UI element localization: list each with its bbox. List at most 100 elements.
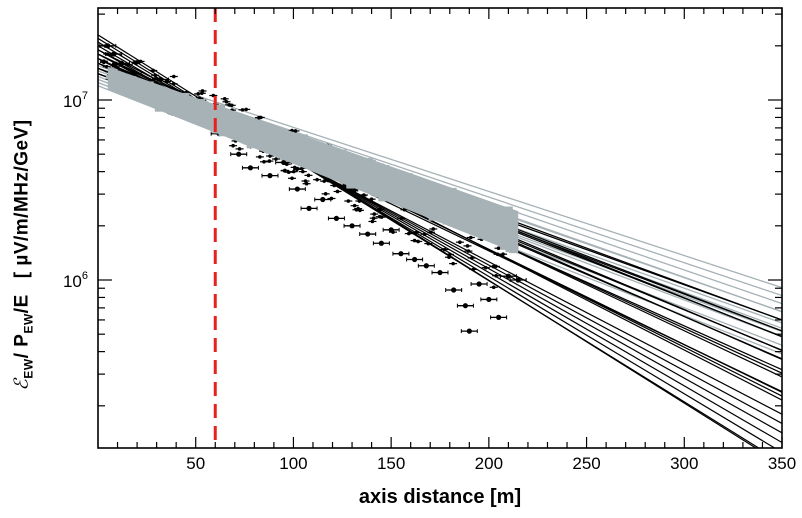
- grey-data-point: [401, 180, 410, 185]
- grey-data-point: [144, 84, 153, 89]
- grey-data-point: [475, 207, 484, 212]
- data-point: [469, 235, 473, 240]
- data-point: [237, 147, 242, 151]
- grey-data-point: [387, 196, 396, 201]
- grey-data-point: [297, 147, 306, 152]
- grey-data-point: [448, 213, 457, 218]
- grey-data-point: [152, 99, 161, 104]
- grey-data-point: [299, 139, 308, 144]
- grey-data-point: [363, 186, 372, 191]
- grey-data-point: [249, 126, 258, 131]
- grey-data-point: [339, 156, 348, 161]
- grey-data-point: [246, 144, 255, 149]
- data-point: [283, 168, 287, 173]
- grey-data-point: [504, 206, 513, 211]
- grey-data-point: [382, 172, 391, 177]
- grey-data-point: [184, 110, 193, 115]
- x-tick-label: 100: [279, 454, 307, 473]
- grey-data-point: [465, 207, 474, 212]
- grey-data-point: [373, 164, 382, 169]
- data-point: [236, 151, 242, 157]
- data-point: [378, 207, 383, 211]
- x-tick-label: 150: [377, 454, 405, 473]
- y-label-sub2: EW: [21, 313, 36, 334]
- grey-data-point: [396, 172, 405, 177]
- grey-data-point: [267, 144, 276, 149]
- data-point: [466, 328, 472, 334]
- data-point: [357, 199, 362, 203]
- data-point: [171, 81, 176, 86]
- grey-data-point: [431, 202, 440, 207]
- data-point: [102, 60, 106, 65]
- x-tick-label: 200: [475, 454, 503, 473]
- grey-data-point: [434, 190, 443, 195]
- grey-data-point: [260, 126, 269, 131]
- data-point: [451, 261, 455, 266]
- grey-data-point: [392, 183, 401, 188]
- data-point: [290, 176, 294, 181]
- y-tick-exponent: 7: [82, 90, 88, 102]
- grey-data-point: [452, 191, 461, 196]
- data-point: [332, 183, 337, 188]
- grey-data-point: [223, 131, 232, 136]
- data-point: [196, 92, 200, 96]
- data-point: [402, 207, 407, 212]
- grey-data-point: [258, 145, 267, 150]
- data-point: [320, 196, 326, 203]
- grey-data-point: [280, 156, 289, 161]
- grey-data-point: [327, 160, 336, 165]
- data-point: [422, 232, 427, 237]
- grey-data-point: [385, 178, 394, 183]
- data-point: [476, 281, 482, 287]
- data-point: [157, 76, 164, 83]
- data-point: [399, 216, 404, 221]
- data-point: [369, 197, 374, 201]
- data-point: [486, 296, 492, 303]
- data-point: [171, 74, 176, 79]
- data-point: [371, 216, 376, 220]
- plot-frame: [97, 7, 783, 449]
- data-point: [165, 79, 169, 84]
- data-point: [466, 249, 471, 253]
- grey-data-point: [269, 138, 278, 143]
- grey-data-point: [455, 208, 464, 213]
- data-point: [372, 212, 377, 216]
- data-point: [323, 192, 328, 196]
- data-point: [354, 207, 359, 212]
- grey-data-point: [243, 140, 252, 145]
- data-point: [118, 60, 125, 66]
- data-point: [293, 129, 298, 133]
- data-point: [465, 244, 470, 248]
- data-point: [416, 239, 420, 244]
- data-point: [411, 256, 418, 263]
- data-point: [458, 240, 462, 244]
- grey-data-point: [154, 107, 163, 112]
- data-point: [370, 219, 375, 224]
- y-label-symbol: ℰ: [10, 378, 33, 391]
- grey-data-point: [359, 180, 368, 185]
- grey-data-point: [198, 111, 207, 116]
- grey-data-point: [250, 134, 259, 139]
- data-point: [365, 231, 371, 237]
- grey-data-point: [430, 191, 439, 196]
- data-point: [496, 246, 501, 251]
- data-point: [294, 186, 300, 192]
- data-point: [483, 265, 488, 270]
- data-point: [244, 107, 248, 112]
- data-point: [462, 303, 469, 309]
- grey-data-point: [296, 155, 305, 160]
- grey-data-point: [426, 205, 435, 210]
- grey-data-point: [341, 171, 350, 176]
- grey-data-point: [404, 173, 413, 178]
- grey-data-point: [292, 155, 301, 160]
- grey-data-point: [346, 184, 355, 189]
- grey-data-point: [419, 189, 428, 194]
- grey-data-point: [404, 201, 413, 206]
- grey-data-point: [358, 184, 367, 189]
- data-point: [306, 173, 311, 178]
- data-point: [292, 165, 297, 170]
- data-point: [407, 231, 411, 236]
- grey-data-point: [135, 85, 144, 90]
- grey-data-point: [420, 186, 429, 191]
- grey-data-point: [121, 75, 130, 80]
